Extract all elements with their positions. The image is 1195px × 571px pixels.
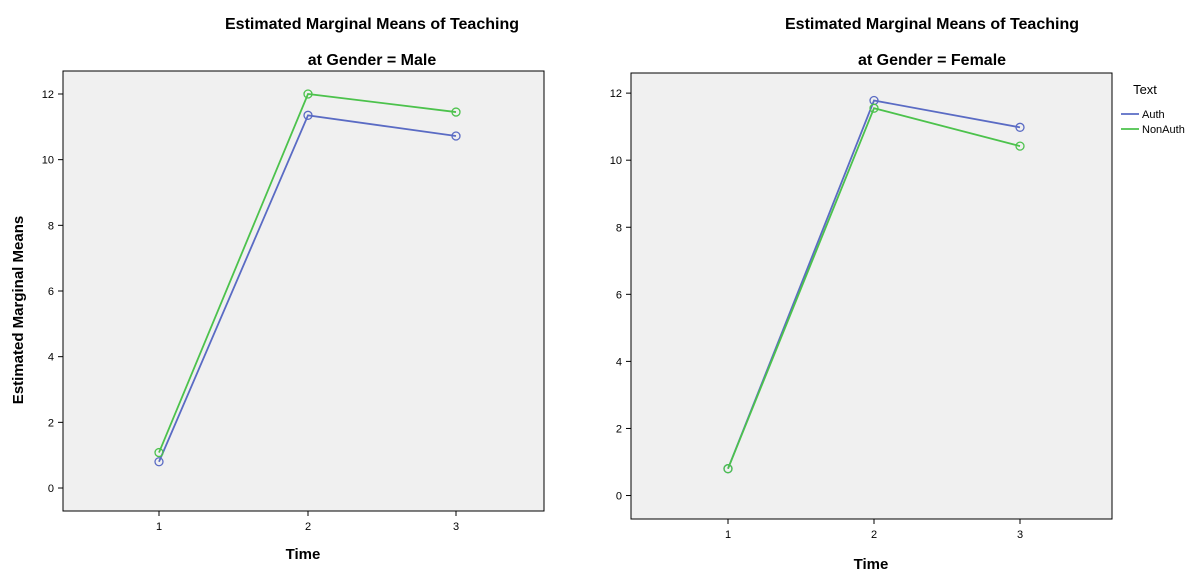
legend-title: Text [1133, 82, 1157, 97]
data-point-auth [303, 110, 313, 120]
y-tick-label: 6 [616, 289, 622, 301]
legend-item-auth: Auth [1121, 109, 1165, 121]
y-tick-label: 6 [48, 286, 54, 298]
plot-area [630, 72, 1113, 520]
y-tick-label: 8 [48, 220, 54, 232]
y-tick-label: 0 [48, 483, 54, 495]
y-tick-label: 2 [616, 423, 622, 435]
x-tick-label: 1 [156, 521, 162, 533]
data-point-nonauth [451, 107, 461, 117]
legend: Text Auth NonAuth [1121, 82, 1185, 136]
data-point-nonauth [869, 103, 879, 113]
data-point-nonauth [723, 464, 733, 474]
y-tick-label: 4 [48, 352, 54, 364]
data-point-nonauth [154, 447, 164, 458]
plot-area [62, 70, 545, 512]
y-tick-label: 4 [616, 356, 622, 368]
y-tick-label: 2 [48, 417, 54, 429]
series-layer [723, 95, 1025, 474]
chart-female: Estimated Marginal Means of Teaching at … [610, 16, 1185, 571]
x-axis: 1 2 3 [725, 519, 1023, 541]
y-tick-label: 10 [610, 155, 622, 167]
series-line-nonauth [158, 93, 457, 453]
data-point-auth [1015, 122, 1025, 132]
series-layer [154, 89, 461, 467]
data-point-nonauth [303, 89, 313, 99]
y-axis: 0 2 4 6 8 10 12 [42, 89, 63, 495]
data-point-auth [451, 131, 461, 141]
legend-label-auth: Auth [1142, 109, 1165, 121]
y-axis-title: Estimated Marginal Means [10, 216, 27, 404]
x-tick-label: 1 [725, 529, 731, 541]
series-line-nonauth [727, 107, 1021, 470]
x-tick-label: 3 [1017, 529, 1023, 541]
y-tick-label: 8 [616, 222, 622, 234]
chart-title: Estimated Marginal Means of Teaching [225, 16, 519, 33]
legend-item-nonauth: NonAuth [1121, 124, 1185, 136]
y-tick-label: 12 [610, 88, 622, 100]
chart-subtitle: at Gender = Female [858, 52, 1006, 69]
chart-title: Estimated Marginal Means of Teaching [785, 16, 1079, 33]
y-tick-label: 0 [616, 491, 622, 503]
y-tick-label: 12 [42, 89, 54, 101]
x-axis-title: Time [854, 556, 889, 571]
x-tick-label: 2 [305, 521, 311, 533]
data-point-auth [154, 457, 164, 467]
x-axis-title: Time [286, 546, 321, 563]
x-axis: 1 2 3 [156, 511, 459, 533]
series-line-auth [158, 114, 457, 463]
legend-label-nonauth: NonAuth [1142, 124, 1185, 136]
y-axis: 0 2 4 6 8 10 12 [610, 88, 631, 503]
chart-male: Estimated Marginal Means of Teaching at … [10, 16, 545, 563]
series-line-auth [727, 99, 1021, 470]
x-tick-label: 3 [453, 521, 459, 533]
x-tick-label: 2 [871, 529, 877, 541]
data-point-nonauth [1015, 141, 1025, 151]
y-tick-label: 10 [42, 155, 54, 167]
chart-subtitle: at Gender = Male [308, 52, 437, 69]
